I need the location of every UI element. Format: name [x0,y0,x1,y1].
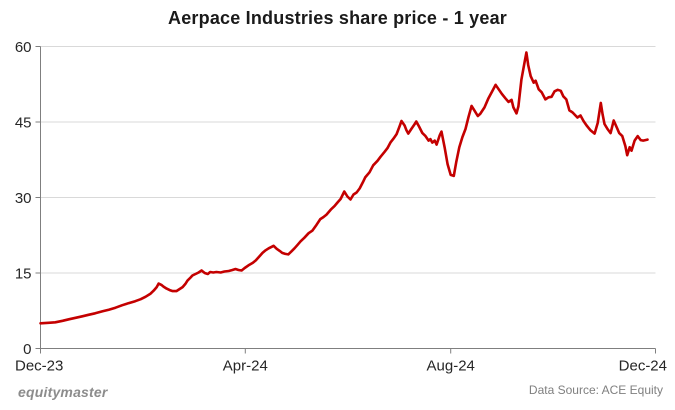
y-tick-label: 60 [15,39,32,56]
data-source-label: Data Source: ACE Equity [528,383,663,397]
equitymaster-logo: equitymaster [18,384,108,400]
y-tick-label: 45 [15,115,32,132]
chart-title: Aerpace Industries share price - 1 year [168,8,507,28]
x-tick-label: Dec-24 [619,358,667,375]
price-line [39,51,649,325]
x-tick-label: Dec-23 [15,358,63,375]
y-tick-label: 15 [15,266,32,283]
y-tick-label: 30 [15,190,32,207]
x-tick-label: Aug-24 [427,358,475,375]
y-tick-label: 0 [23,341,31,358]
x-tick-label: Apr-24 [223,358,268,375]
